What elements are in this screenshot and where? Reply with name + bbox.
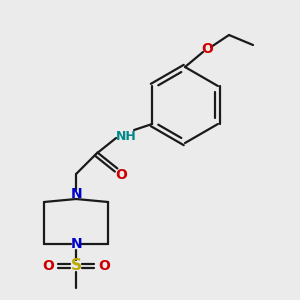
- Text: S: S: [70, 259, 82, 274]
- Text: N: N: [70, 237, 82, 251]
- Text: NH: NH: [116, 130, 136, 142]
- Text: O: O: [115, 168, 127, 182]
- Text: O: O: [201, 42, 213, 56]
- Text: O: O: [42, 259, 54, 273]
- Text: O: O: [98, 259, 110, 273]
- Text: N: N: [70, 187, 82, 201]
